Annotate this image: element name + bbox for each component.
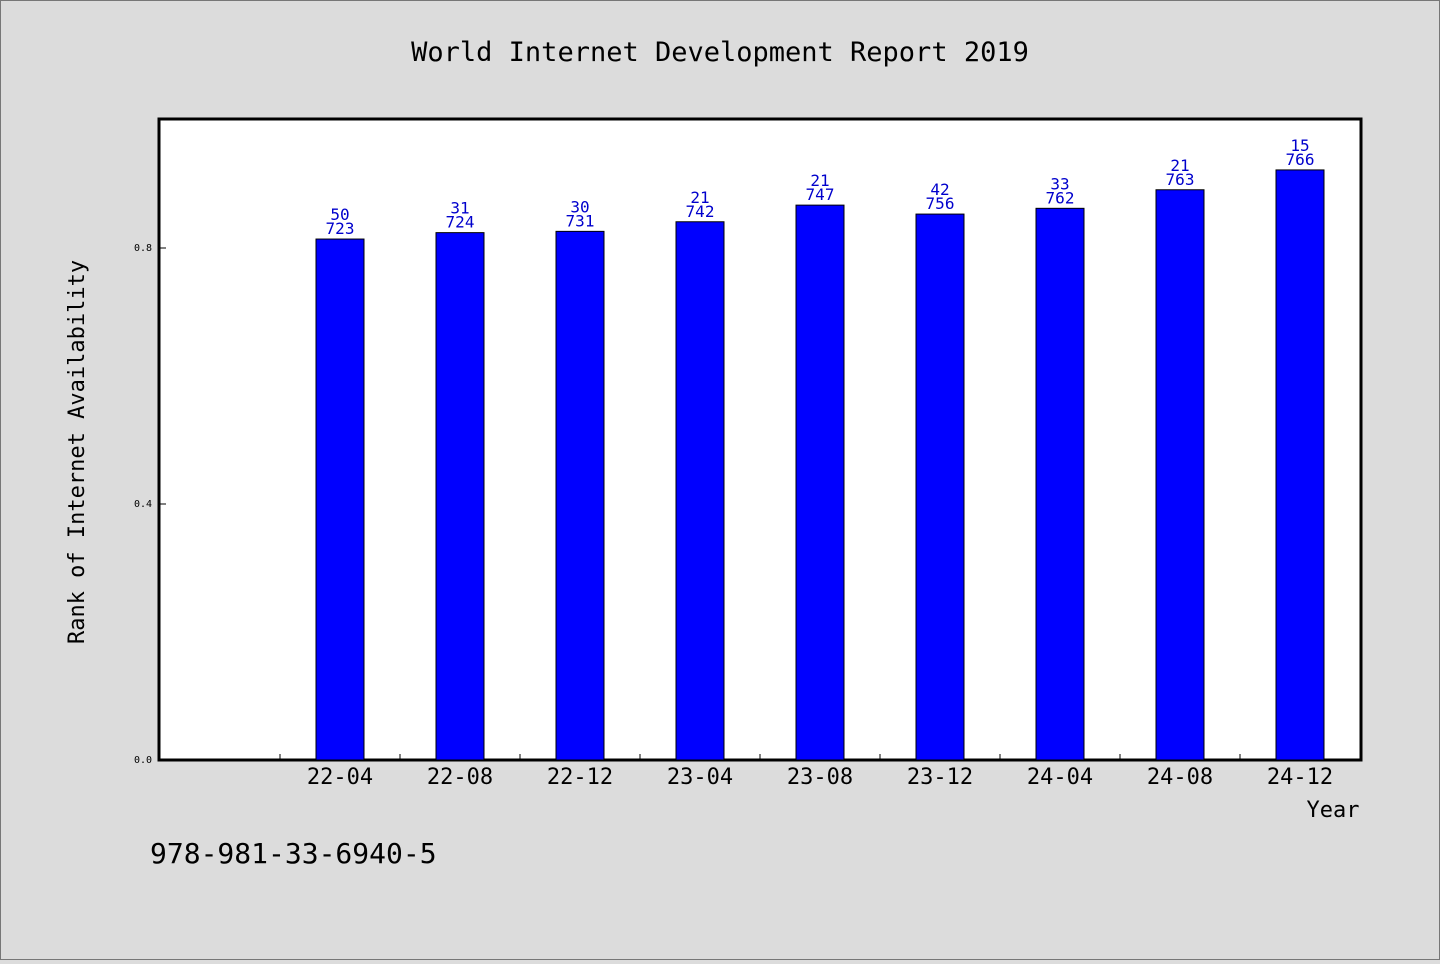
bar-24-04 bbox=[1035, 207, 1085, 761]
bar-23-08 bbox=[795, 204, 845, 761]
isbn-text: 978-981-33-6940-5 bbox=[150, 837, 437, 870]
x-tick-label: 24-08 bbox=[1147, 765, 1213, 790]
bar-24-08 bbox=[1155, 189, 1205, 761]
bar-label-top: 21 bbox=[690, 188, 709, 207]
bar-label-top: 33 bbox=[1050, 174, 1069, 193]
x-tick-label: 23-12 bbox=[907, 765, 973, 790]
bar-label-top: 30 bbox=[570, 197, 589, 216]
bar-22-12 bbox=[555, 230, 605, 761]
bar-label-bottom: 762 bbox=[1046, 188, 1075, 207]
bar-24-12 bbox=[1275, 169, 1325, 761]
x-tick-label: 24-04 bbox=[1027, 765, 1093, 790]
bar-label-top: 15 bbox=[1290, 136, 1309, 155]
bar-label-bottom: 747 bbox=[806, 185, 835, 204]
bar-label-top: 21 bbox=[810, 171, 829, 190]
bar-label-top: 50 bbox=[330, 205, 349, 224]
bar-label-bottom: 724 bbox=[446, 213, 475, 232]
bar-label-bottom: 763 bbox=[1166, 170, 1195, 189]
y-tick-label: 0.0 bbox=[134, 755, 152, 766]
x-axis-label: Year bbox=[1307, 798, 1360, 823]
bar-label-top: 42 bbox=[930, 180, 949, 199]
x-axis: 22-04 22-08 22-12 23-04 23-08 23-12 24-04 24-08… bbox=[279, 754, 1361, 790]
y-axis-label: Rank of Internet Availability bbox=[65, 260, 90, 644]
x-tick-label: 22-08 bbox=[427, 765, 493, 790]
x-tick-label: 23-04 bbox=[667, 765, 733, 790]
bar-label-top: 31 bbox=[450, 199, 469, 218]
bar-23-04 bbox=[675, 221, 725, 761]
x-tick-label: 23-08 bbox=[787, 765, 853, 790]
x-tick-label: 22-12 bbox=[547, 765, 613, 790]
x-tick-label: 22-04 bbox=[307, 765, 373, 790]
x-tick-label: 24-12 bbox=[1267, 765, 1333, 790]
bar-label-top: 21 bbox=[1170, 156, 1189, 175]
bar-23-12 bbox=[915, 213, 965, 761]
bar-label-bottom: 742 bbox=[686, 202, 715, 221]
y-tick-label: 0.8 bbox=[134, 243, 152, 254]
y-tick-label: 0.4 bbox=[134, 499, 152, 510]
bar-22-04 bbox=[315, 238, 365, 761]
chart-title: World Internet Development Report 2019 bbox=[411, 37, 1029, 68]
bar-22-08 bbox=[435, 232, 485, 761]
bar-label-bottom: 731 bbox=[566, 211, 595, 230]
bar-label-bottom: 723 bbox=[326, 219, 355, 238]
bar-label-bottom: 766 bbox=[1286, 150, 1315, 169]
y-axis: 0.0 0.4 0.8 bbox=[134, 243, 166, 766]
bar-label-bottom: 756 bbox=[926, 194, 955, 213]
